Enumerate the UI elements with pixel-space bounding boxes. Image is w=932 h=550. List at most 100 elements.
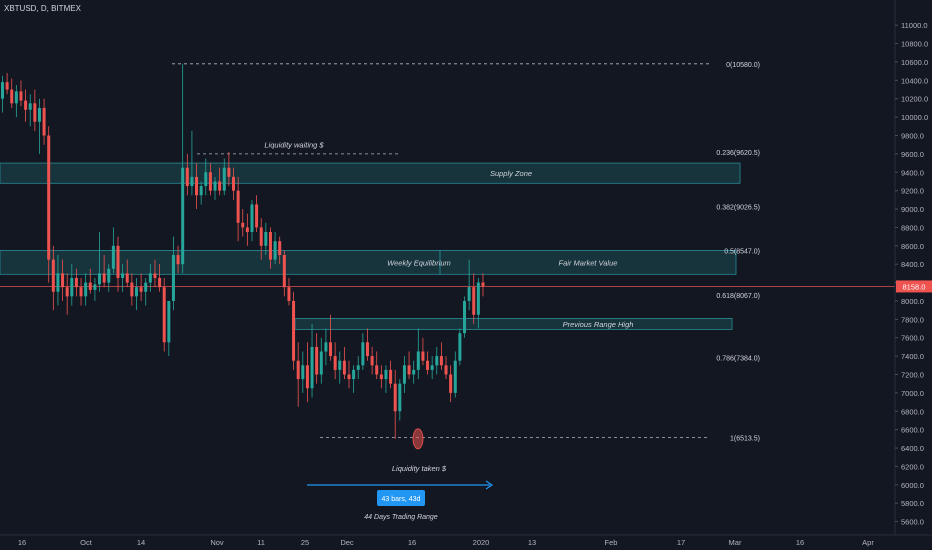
candle-body[interactable] (144, 282, 148, 292)
candle-body[interactable] (435, 356, 439, 366)
candle-body[interactable] (47, 135, 51, 260)
bars-badge[interactable] (377, 490, 425, 506)
candle-body[interactable] (33, 103, 37, 122)
candle-body[interactable] (407, 365, 411, 375)
zone-1[interactable] (0, 162, 741, 184)
candle-body[interactable] (287, 287, 291, 301)
candle-body[interactable] (398, 383, 402, 412)
candle-body[interactable] (296, 360, 300, 380)
candle-body[interactable] (181, 167, 185, 265)
candle-body[interactable] (324, 342, 328, 352)
candle-body[interactable] (393, 383, 397, 412)
candle-body[interactable] (213, 181, 217, 191)
candle-body[interactable] (130, 282, 134, 297)
candle-body[interactable] (292, 300, 296, 361)
candle-body[interactable] (356, 365, 360, 370)
candle-body[interactable] (379, 374, 383, 380)
candle-body[interactable] (56, 273, 60, 292)
candle-body[interactable] (111, 245, 115, 269)
candle-body[interactable] (361, 342, 365, 366)
candle-body[interactable] (278, 241, 282, 255)
liquidity-taken-marker[interactable] (412, 428, 424, 450)
candle-body[interactable] (241, 222, 245, 228)
candle-body[interactable] (458, 333, 462, 361)
candle-body[interactable] (51, 259, 55, 292)
candle-body[interactable] (342, 360, 346, 375)
candle-body[interactable] (232, 176, 235, 191)
candle-body[interactable] (24, 100, 28, 110)
candle-body[interactable] (472, 287, 476, 315)
candle-body[interactable] (305, 365, 309, 389)
candle-body[interactable] (98, 273, 102, 285)
candle-body[interactable] (84, 282, 88, 297)
candle-body[interactable] (310, 346, 314, 389)
candle-body[interactable] (61, 273, 65, 288)
candle-body[interactable] (79, 287, 83, 297)
candle-body[interactable] (134, 287, 138, 297)
candle-body[interactable] (333, 356, 337, 370)
candle-body[interactable] (264, 232, 268, 246)
candle-body[interactable] (416, 351, 420, 370)
candle-body[interactable] (259, 227, 263, 246)
candle-body[interactable] (453, 360, 457, 393)
candle-body[interactable] (463, 300, 466, 334)
candle-body[interactable] (384, 369, 388, 380)
candle-body[interactable] (185, 167, 189, 187)
candle-body[interactable] (245, 227, 249, 233)
candle-body[interactable] (389, 369, 393, 384)
candle-body[interactable] (65, 287, 69, 297)
candle-body[interactable] (444, 365, 448, 375)
candle-body[interactable] (439, 356, 443, 366)
candle-body[interactable] (426, 360, 430, 370)
candle-body[interactable] (430, 365, 434, 370)
candle-body[interactable] (208, 172, 212, 191)
candle-body[interactable] (158, 277, 162, 288)
candle-body[interactable] (338, 360, 342, 370)
candle-body[interactable] (171, 254, 175, 301)
candle-body[interactable] (102, 273, 106, 283)
candle-body[interactable] (5, 82, 9, 90)
candle-body[interactable] (70, 277, 74, 297)
candle-body[interactable] (301, 365, 305, 380)
candle-body[interactable] (42, 107, 46, 136)
candle-body[interactable] (204, 172, 208, 187)
candle-body[interactable] (37, 107, 41, 122)
candle-body[interactable] (199, 186, 203, 196)
candle-body[interactable] (250, 204, 254, 233)
candle-body[interactable] (19, 91, 23, 101)
candle-body[interactable] (218, 181, 222, 191)
candle-body[interactable] (236, 190, 240, 223)
candle-body[interactable] (10, 89, 14, 104)
candle-body[interactable] (255, 204, 259, 228)
candle-body[interactable] (74, 277, 78, 288)
candle-body[interactable] (116, 245, 120, 278)
candle-body[interactable] (28, 103, 32, 110)
candle-body[interactable] (370, 356, 374, 366)
candle-body[interactable] (14, 91, 18, 104)
candle-body[interactable] (222, 167, 226, 191)
candle-body[interactable] (268, 232, 272, 260)
candle-body[interactable] (148, 273, 152, 283)
zone-2[interactable] (0, 249, 441, 275)
candle-body[interactable] (162, 287, 166, 343)
candle-body[interactable] (412, 369, 416, 375)
candle-body[interactable] (190, 176, 194, 187)
candle-body[interactable] (329, 342, 333, 357)
candle-body[interactable] (352, 369, 356, 380)
candle-body[interactable] (282, 254, 286, 288)
candle-body[interactable] (153, 273, 157, 278)
candle-body[interactable] (319, 351, 323, 375)
candle-body[interactable] (195, 176, 199, 196)
candle-body[interactable] (125, 273, 129, 283)
candle-body[interactable] (88, 282, 92, 290)
candle-body[interactable] (481, 282, 485, 287)
candle-body[interactable] (1, 82, 4, 99)
candle-body[interactable] (315, 346, 319, 375)
zone-3[interactable] (439, 249, 737, 275)
candle-body[interactable] (176, 254, 180, 265)
candle-body[interactable] (467, 287, 471, 301)
candle-body[interactable] (402, 365, 406, 384)
candle-body[interactable] (93, 284, 97, 290)
candle-body[interactable] (421, 351, 425, 361)
